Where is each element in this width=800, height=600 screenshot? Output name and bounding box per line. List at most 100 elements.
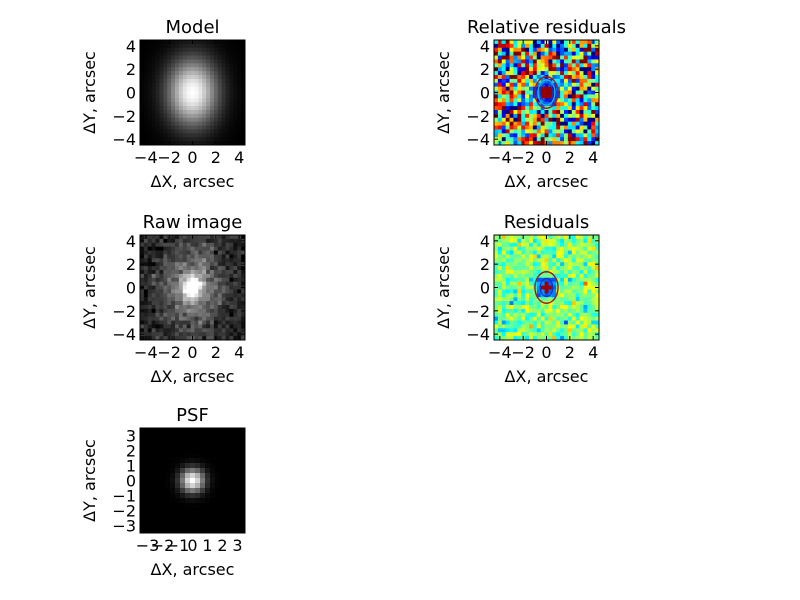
pixel [544,316,549,321]
pixel [521,86,526,91]
pixel [536,289,542,294]
pixel [505,125,510,130]
pixel [217,90,223,95]
pixel [185,503,191,509]
pixel [151,71,156,76]
pixel [186,117,191,123]
pixel [195,498,201,504]
pixel [178,86,184,91]
pixel [221,78,226,84]
pixel [560,51,565,56]
pixel [171,289,176,294]
pixel [210,488,216,494]
pixel [170,483,176,489]
pixel [147,55,153,60]
pixel [567,106,573,111]
pixel [556,308,561,314]
pixel [529,297,534,302]
pixel [159,266,164,271]
pixel [178,254,184,259]
pixel [140,281,145,286]
pixel [220,488,226,494]
pixel [497,113,503,119]
pixel [175,443,181,449]
pixel [186,281,191,286]
pixel [583,246,588,251]
pixel [202,328,207,333]
pixel [186,47,191,53]
pixel [497,121,503,126]
pixel [587,90,592,95]
pixel [190,285,195,290]
pixel [591,242,596,248]
pixel [155,82,160,88]
pixel [190,523,196,529]
pixel [194,55,199,60]
pixel [198,110,203,115]
pixel [159,137,164,142]
pixel [213,242,219,248]
pixel [145,458,151,464]
pixel [529,117,534,123]
pixel [571,71,577,76]
pixel [147,270,153,275]
pixel [198,293,203,298]
pixel [206,51,211,56]
pixel [233,277,238,283]
pixel [221,262,226,267]
x-tick-label: −2 [511,148,535,167]
pixel [564,235,569,240]
pixel [560,262,565,267]
pixel [583,242,588,248]
pixel [206,235,211,240]
pixel [150,518,156,524]
pixel [182,277,188,283]
pixel [143,78,149,84]
pixel [521,113,526,119]
pixel [521,277,526,283]
pixel [501,75,507,80]
pixel [182,297,188,302]
pixel [229,316,234,321]
pixel [155,113,160,119]
pixel [237,75,242,80]
pixel [200,428,206,434]
pixel [567,246,573,251]
pixel [513,301,518,306]
pixel [501,86,507,91]
pixel [143,110,149,115]
pixel [575,110,580,115]
pixel [229,297,234,302]
pixel [171,270,176,275]
pixel [571,51,577,56]
pixel [548,316,553,321]
pixel [237,273,242,279]
pixel [556,266,561,271]
pixel [178,250,184,255]
y-tick-label: −2 [112,502,136,521]
pixel [521,242,526,248]
pixel [505,75,510,80]
pixel [556,40,561,45]
pixel [175,125,180,130]
pixel [575,75,580,80]
pixel [155,277,160,283]
pixel [210,336,215,341]
pixel [556,59,561,64]
pixel [229,51,234,56]
pixel [237,328,242,333]
pixel [235,463,241,469]
pixel [517,266,522,271]
pixel [241,82,246,88]
pixel [165,478,171,484]
pixel [229,246,234,251]
pixel [583,102,588,107]
pixel [591,75,596,80]
pixel [205,473,211,479]
pixel [517,82,522,88]
pixel [170,433,176,439]
pixel [571,328,577,333]
pixel [505,102,510,107]
pixel [583,266,588,271]
pixel [140,513,146,519]
